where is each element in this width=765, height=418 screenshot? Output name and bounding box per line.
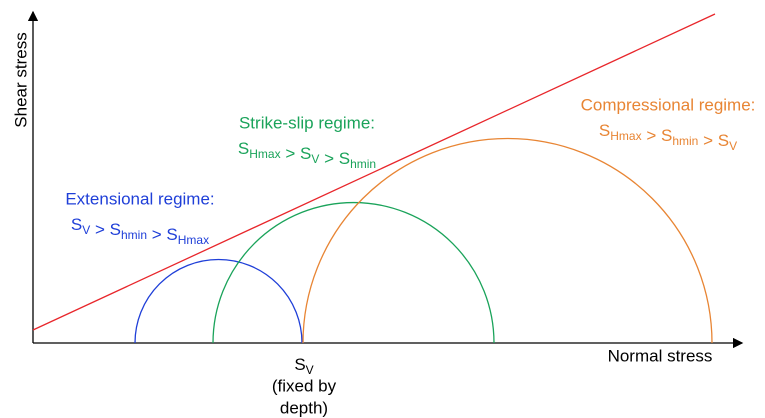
operator: >: [285, 144, 295, 163]
compressional-circle: [302, 137, 713, 344]
strike-slip-circle: [212, 201, 495, 344]
failure-line: [32, 13, 716, 331]
subscript: Hmax: [610, 129, 641, 143]
sv-label: SV: [294, 355, 313, 377]
subscript: hmin: [121, 228, 147, 242]
symbol: S: [599, 121, 610, 140]
operator: >: [646, 126, 656, 145]
regime-title: Strike-slip regime:: [239, 113, 375, 132]
operator: >: [324, 149, 334, 168]
subscript: V: [306, 363, 314, 377]
regime-formula: SV > Shmin > SHmax: [71, 215, 209, 247]
subscript: V: [729, 139, 737, 153]
symbol: S: [71, 215, 82, 234]
extensional-circle: [134, 258, 303, 344]
y-axis-label: Shear stress: [11, 32, 30, 127]
subscript: V: [82, 223, 90, 237]
operator: >: [152, 225, 162, 244]
symbol: S: [238, 139, 249, 158]
subscript: V: [311, 152, 319, 166]
symbol: S: [718, 131, 729, 150]
subscript: Hmax: [178, 233, 209, 247]
regime-formula: SHmax > Shmin > SV: [599, 121, 737, 153]
subscript: hmin: [672, 134, 698, 148]
symbol: S: [300, 144, 311, 163]
operator: >: [703, 131, 713, 150]
sv-note: depth): [280, 398, 328, 417]
sv-note: (fixed by: [272, 376, 337, 395]
symbol: S: [339, 149, 350, 168]
regime-title: Extensional regime:: [65, 189, 214, 208]
operator: >: [95, 220, 105, 239]
regime-formula: SHmax > SV > Shmin: [238, 139, 376, 171]
regime-title: Compressional regime:: [581, 95, 756, 114]
symbol: S: [661, 126, 672, 145]
symbol: S: [110, 220, 121, 239]
subscript: Hmax: [249, 147, 280, 161]
x-axis-label: Normal stress: [608, 346, 713, 365]
symbol: S: [294, 355, 305, 374]
symbol: S: [166, 225, 177, 244]
subscript: hmin: [350, 157, 376, 171]
